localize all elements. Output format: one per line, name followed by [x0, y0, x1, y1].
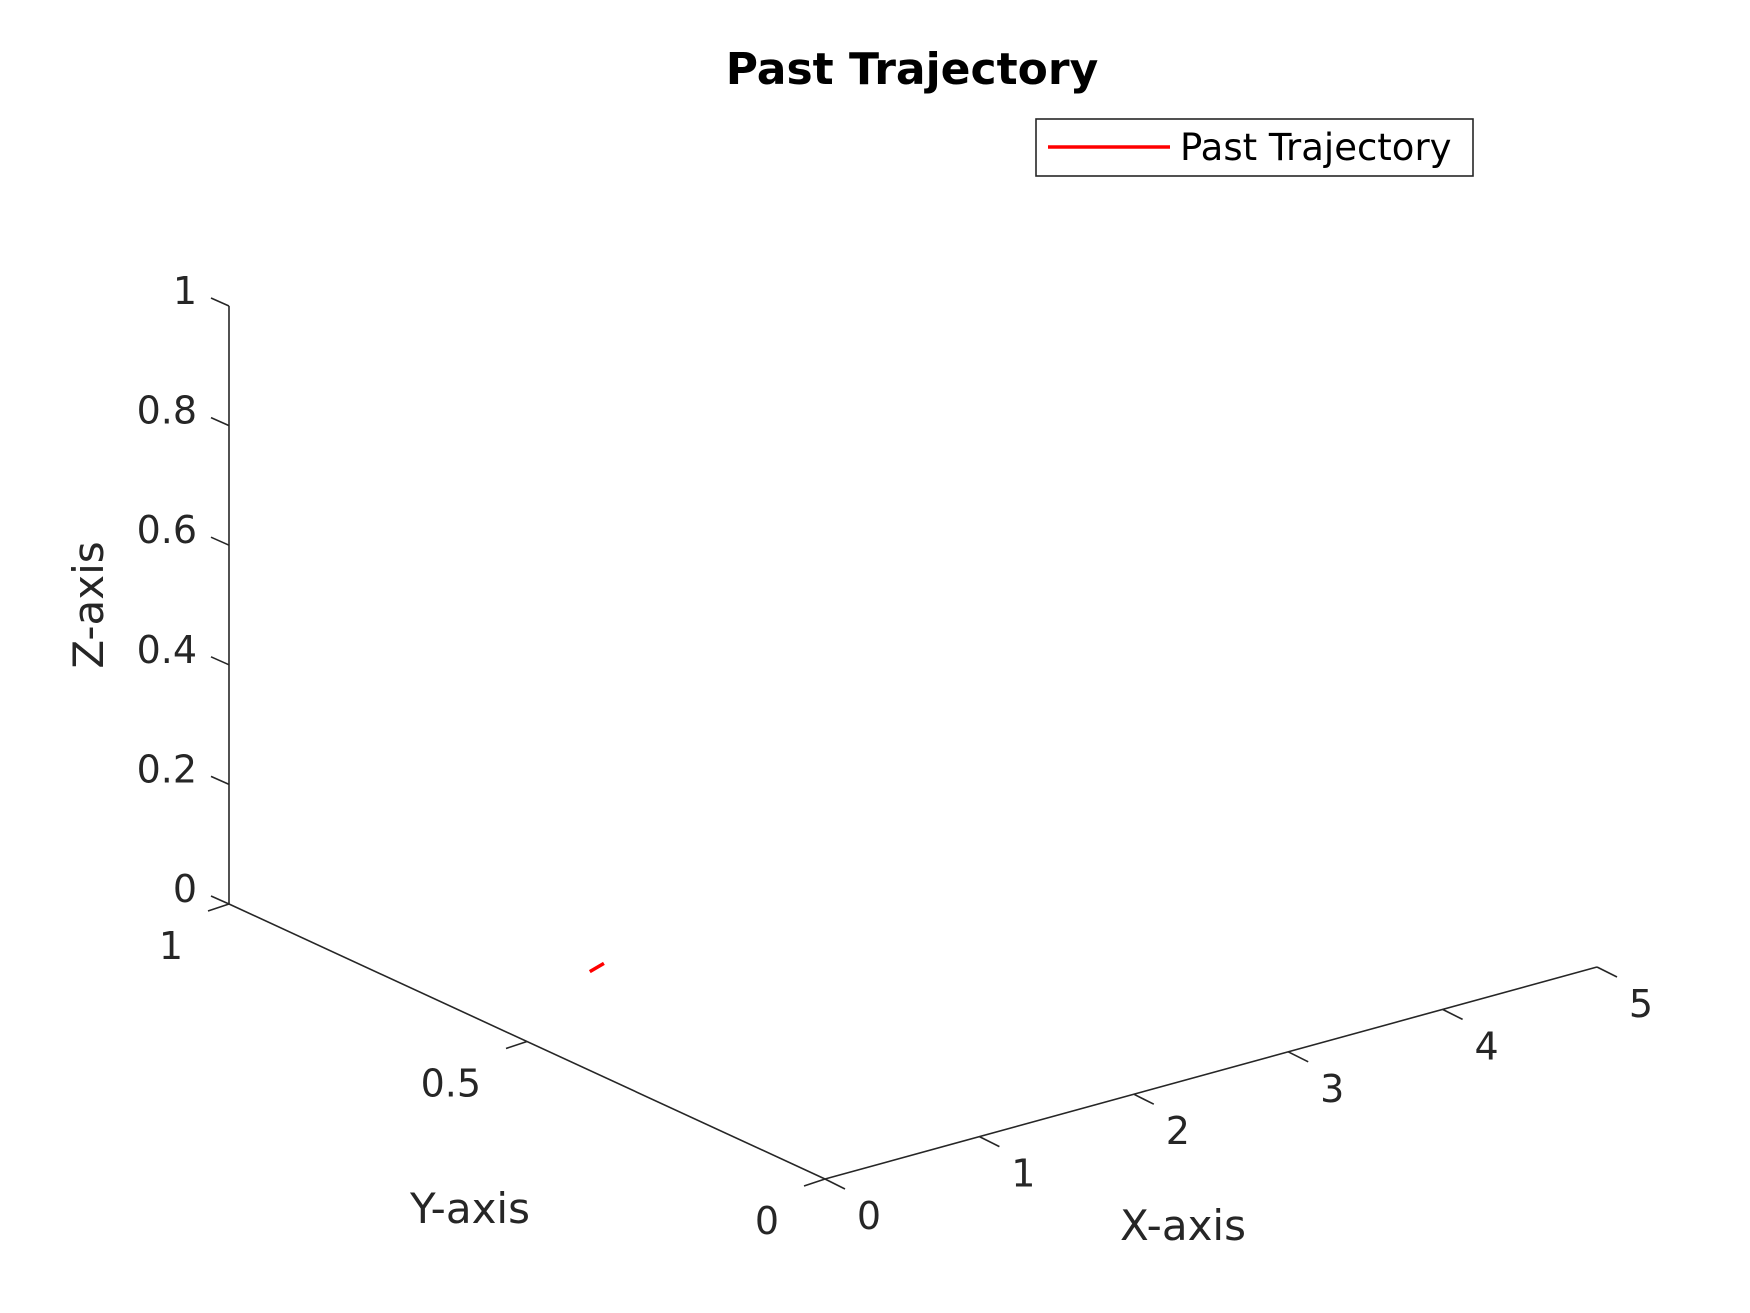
- z-tick-label: 0.2: [137, 747, 197, 791]
- x-tick-label: 0: [857, 1194, 881, 1238]
- z-tick-mark: [210, 895, 230, 905]
- ticks: 0 1 2 3 4 5 0 0.5 1 0 0.2 0.4 0.6 0.8 1: [137, 269, 1654, 1243]
- x-tick-mark: [1287, 1051, 1309, 1063]
- z-tick-label: 0.4: [137, 628, 197, 672]
- x-tick-mark: [824, 1178, 846, 1190]
- y-axis-label: Y-axis: [409, 1184, 530, 1233]
- y-tick-mark: [505, 1040, 528, 1050]
- y-tick-mark: [803, 1178, 826, 1187]
- x-tick-mark: [1133, 1093, 1155, 1105]
- x-tick-label: 1: [1011, 1152, 1035, 1196]
- series-line-past-trajectory: [588, 961, 605, 974]
- z-tick-label: 0: [173, 867, 197, 911]
- z-tick-mark: [210, 536, 230, 546]
- x-tick-label: 2: [1166, 1109, 1190, 1153]
- chart-title: Past Trajectory: [726, 44, 1099, 95]
- x-axis-label: X-axis: [1120, 1201, 1246, 1250]
- y-tick-label: 0: [755, 1199, 779, 1243]
- z-tick-mark: [210, 416, 230, 427]
- z-tick-label: 0.8: [137, 389, 197, 433]
- y-tick-label: 0.5: [421, 1062, 481, 1106]
- legend: Past Trajectory: [1035, 118, 1474, 177]
- z-tick-mark: [210, 656, 230, 666]
- axes-3d: [228, 306, 1598, 1180]
- x-tick-mark: [1596, 966, 1618, 978]
- legend-entry-past-trajectory: Past Trajectory: [1180, 126, 1452, 169]
- z-tick-label: 1: [173, 269, 197, 313]
- x-tick-label: 4: [1475, 1024, 1499, 1068]
- x-tick-label: 5: [1629, 982, 1653, 1026]
- z-tick-mark: [210, 297, 230, 307]
- y-tick-label: 1: [159, 924, 183, 968]
- series-layer: [588, 961, 605, 974]
- x-tick-mark: [979, 1135, 1000, 1148]
- x-tick-mark: [1442, 1008, 1463, 1021]
- z-tick-mark: [210, 775, 230, 786]
- x-tick-label: 3: [1320, 1067, 1344, 1111]
- x-axis-line: [824, 966, 1598, 1180]
- z-tick-label: 0.6: [137, 508, 197, 552]
- y-tick-mark: [207, 903, 230, 912]
- z-axis-label: Z-axis: [64, 541, 113, 668]
